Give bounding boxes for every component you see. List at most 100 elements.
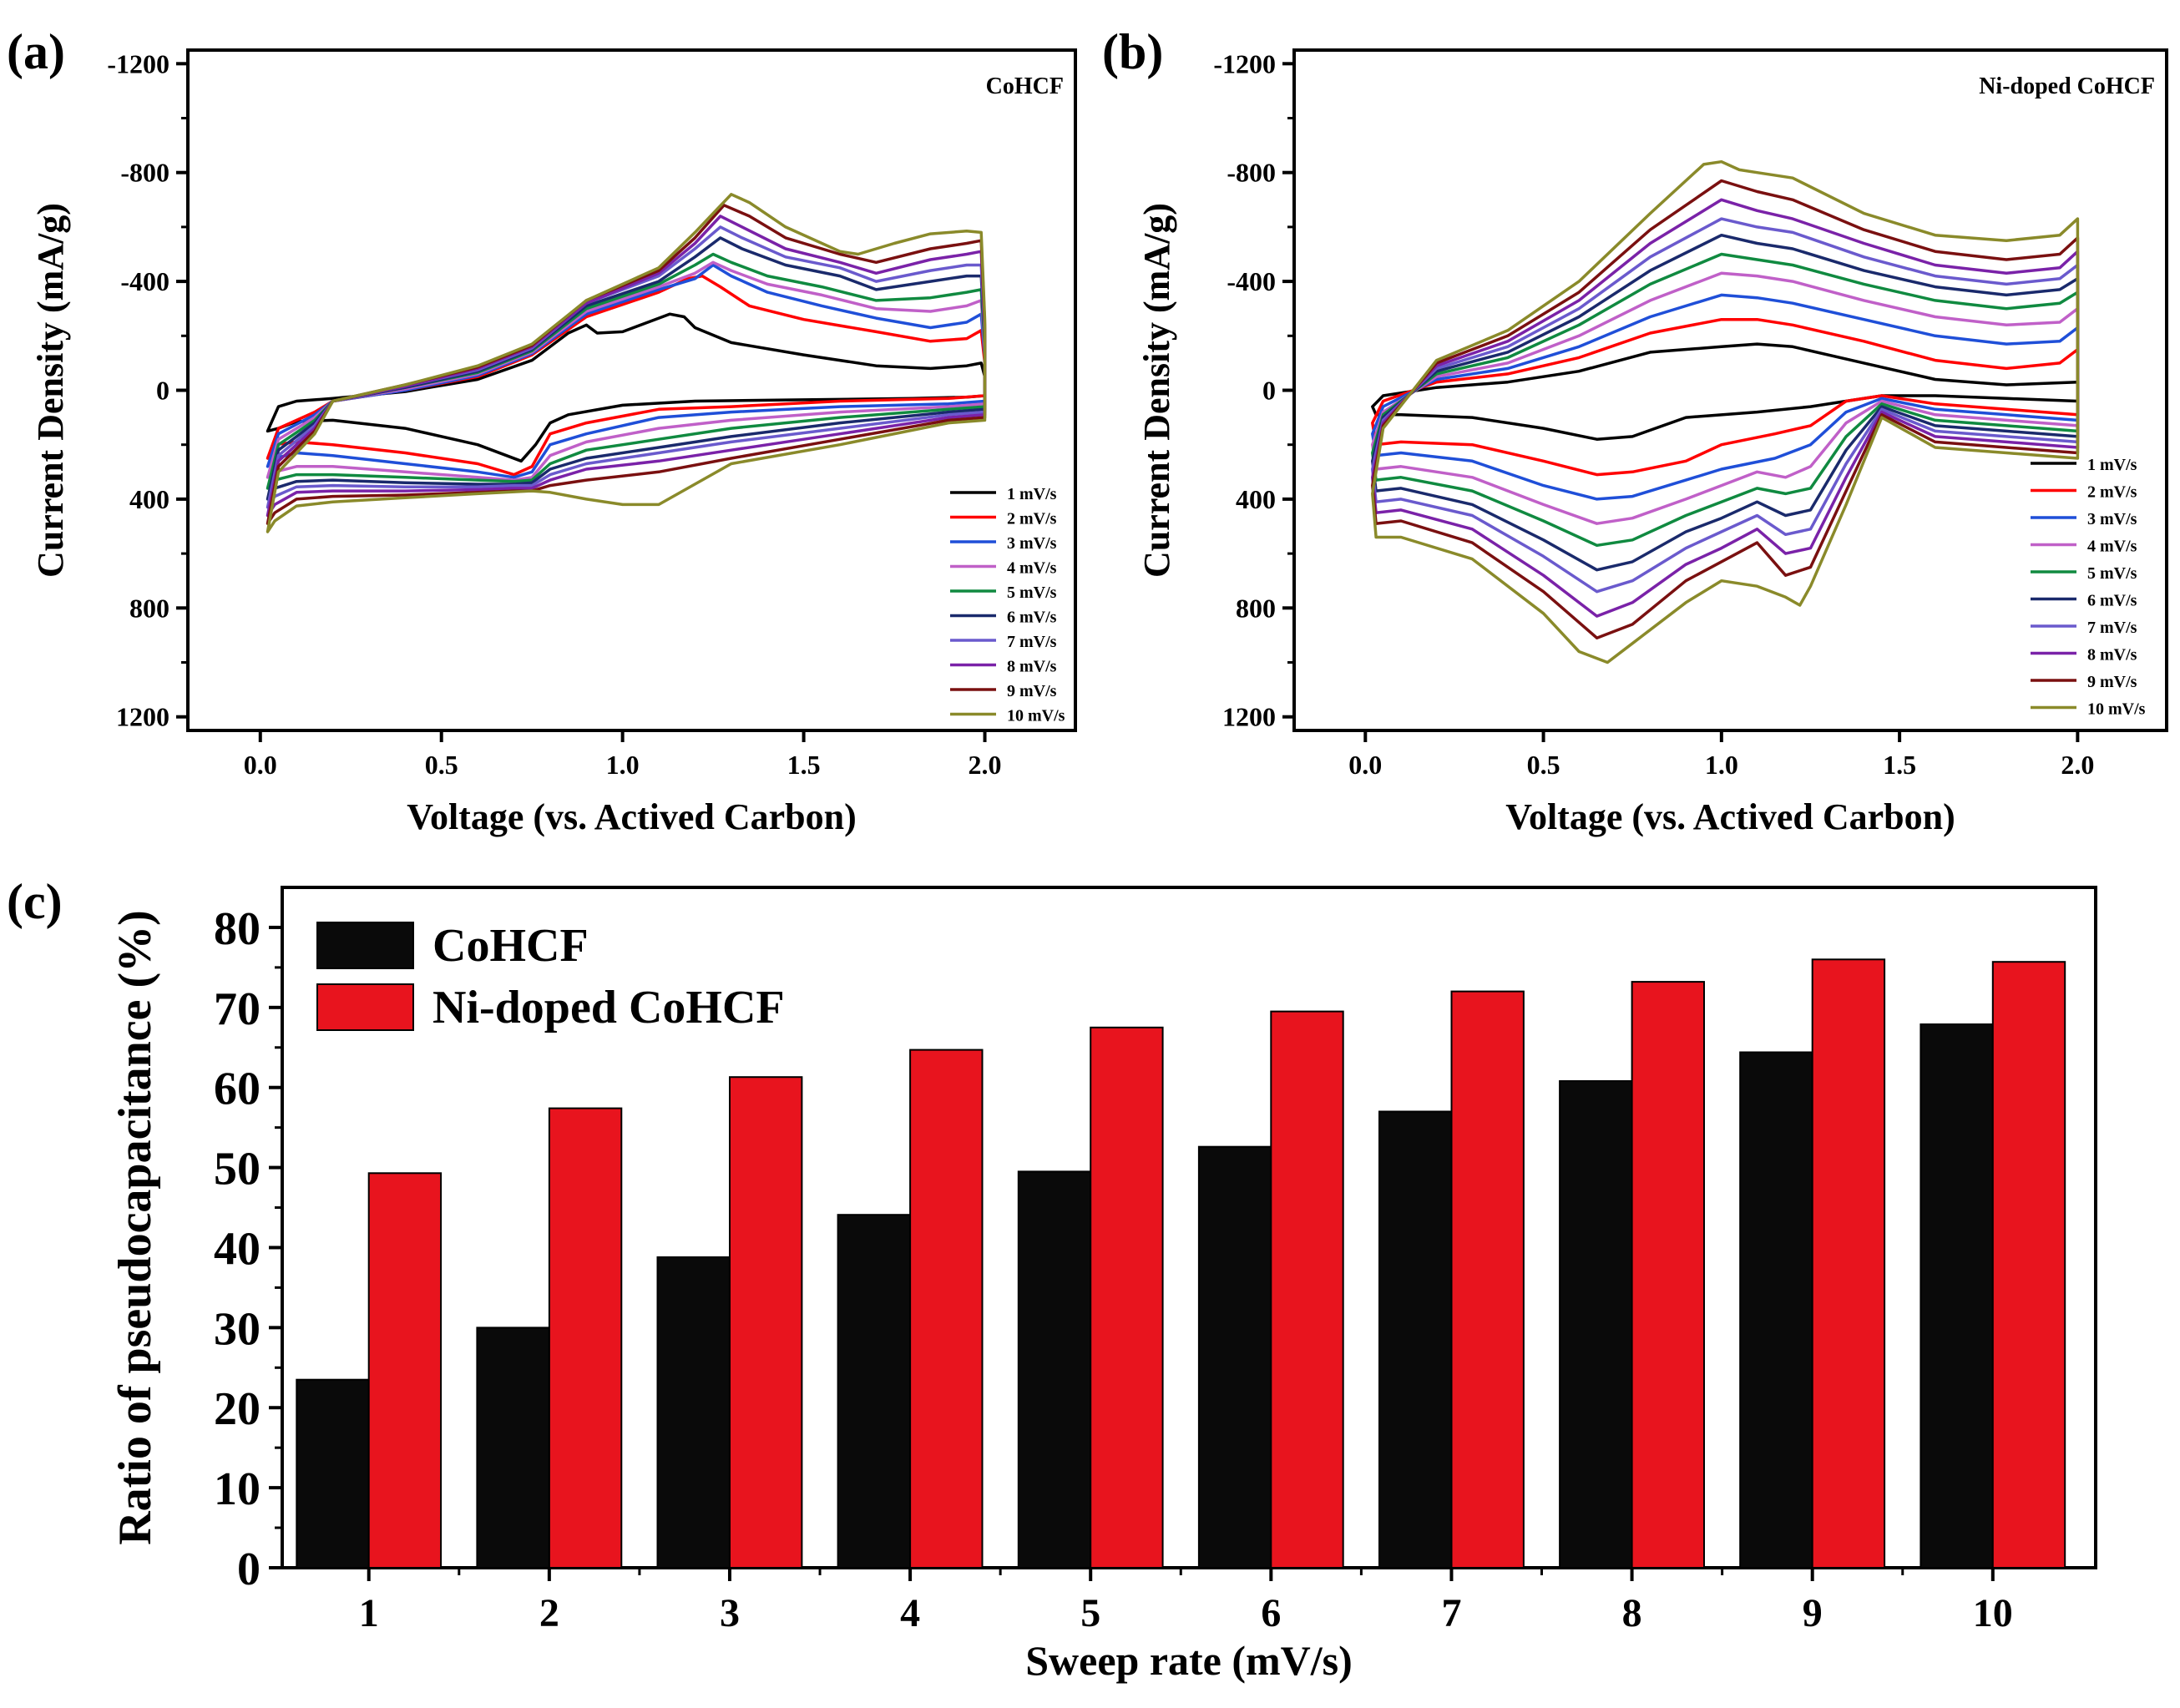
x-tick-label: 9 [1803,1591,1823,1635]
legend-label: 6 mV/s [1007,609,1057,627]
y-tick-label: 1200 [116,702,169,732]
bar-cohcf-1 [296,1378,370,1569]
cv-chart-cohcf: 0.0 0.5 1.0 1.5 2.0 -1200 -800 -400 0 400 800 1200 V… [30,48,1077,837]
chart-title: Ni-doped CoHCF [1979,73,2155,99]
legend-label: 5 mV/s [1007,584,1057,602]
bar-cohcf-8 [1559,1080,1633,1569]
bar-cohcf-7 [1378,1110,1453,1569]
y-tick-label: -1200 [1213,48,1276,78]
y-tick-label: 20 [214,1383,260,1435]
x-tick-label: 8 [1622,1591,1642,1635]
x-tick-label: 5 [1080,1591,1100,1635]
legend-swatch [316,983,414,1031]
x-tick-label: 7 [1441,1591,1461,1635]
y-axis-label: Current Density (mA/g) [1136,203,1177,578]
bar-cohcf-9 [1739,1051,1813,1569]
legend-label: 5 mV/s [2087,564,2137,583]
cv-curve-1-mvs [266,312,987,463]
legend-label: 4 mV/s [1007,559,1057,578]
x-tick-label: 1.0 [1705,750,1738,780]
panel-c-label: (c) [7,874,63,929]
legend-label: 1 mV/s [2087,456,2137,474]
y-tick-label: 30 [214,1303,260,1355]
y-tick-label: 1200 [1222,702,1276,732]
y-tick-label: 70 [214,983,260,1035]
y-tick-label: -800 [1227,158,1276,188]
legend-label: 9 mV/s [2087,673,2137,691]
chart-title: CoHCF [986,73,1064,99]
legend-label: CoHCF [432,920,589,972]
y-tick-label: 60 [214,1064,260,1115]
bar-chart-pseudocapacitance: 0 10 20 30 40 50 60 70 80 1 2 3 4 5 6 7 8 9 10 Sweep rate (… [109,886,2097,1684]
legend-label: 10 mV/s [2087,700,2146,719]
y-tick-label: 50 [214,1144,260,1195]
x-axis-label: Sweep rate (mV/s) [1025,1637,1353,1684]
bar-ni-doped-2 [548,1107,623,1569]
legend-label: 2 mV/s [1007,510,1057,528]
legend-label: 9 mV/s [1007,682,1057,700]
y-tick-label: 0 [237,1544,260,1595]
legend-label: 8 mV/s [1007,658,1057,676]
x-tick-label: 0.0 [244,750,277,780]
plot-frame [186,48,1077,732]
x-tick-label: 1.5 [1883,750,1916,780]
x-tick-label: 1.0 [606,750,640,780]
y-tick-label: 400 [1236,484,1276,514]
bar-ni-doped-1 [367,1172,443,1569]
x-tick-label: 6 [1261,1591,1281,1635]
bar-ni-doped-10 [1991,961,2066,1569]
legend-label: 10 mV/s [1007,707,1065,725]
bar-ni-doped-7 [1450,990,1525,1569]
legend-label: 4 mV/s [2087,538,2137,556]
panel-a-label: (a) [7,24,65,79]
cv-curve-8-mvs [1371,198,2080,618]
y-axis-label: Current Density (mA/g) [30,203,71,578]
cv-curve-2-mvs [1371,317,2080,477]
cv-curve-6-mvs [1371,233,2080,572]
x-tick-label: 4 [900,1591,920,1635]
x-tick-label: 2.0 [2061,750,2094,780]
bar-cohcf-2 [476,1326,550,1569]
legend-label: 1 mV/s [1007,485,1057,503]
bar-cohcf-10 [1920,1023,1994,1569]
bar-cohcf-6 [1197,1145,1272,1569]
cv-curve-10-mvs [266,193,987,533]
legend-label: 3 mV/s [1007,534,1057,553]
bar-ni-doped-9 [1811,958,1886,1569]
bar-ni-doped-3 [729,1076,803,1569]
x-tick-label: 2.0 [969,750,1002,780]
y-tick-label: 400 [129,484,169,514]
bar-cohcf-3 [656,1256,731,1569]
y-tick-label: 0 [1262,376,1276,406]
x-tick-label: 3 [720,1591,740,1635]
legend-label: 2 mV/s [2087,483,2137,502]
legend-label: 8 mV/s [2087,646,2137,665]
x-tick-label: 0.5 [1527,750,1560,780]
y-tick-label: 800 [1236,593,1276,623]
legend-label: 7 mV/s [1007,633,1057,651]
bar-ni-doped-5 [1090,1026,1164,1569]
y-tick-label: -400 [1227,266,1276,296]
bar-ni-doped-8 [1631,981,1705,1569]
y-tick-label: -400 [120,266,169,296]
x-axis-label: Voltage (vs. Actived Carbon) [1505,796,1955,837]
panel-b-label: (b) [1102,24,1163,79]
y-tick-label: 40 [214,1223,260,1275]
cv-curve-9-mvs [1371,179,2080,639]
cv-curve-4-mvs [1371,271,2080,525]
y-tick-label: 0 [156,376,169,406]
legend-label: 7 mV/s [2087,619,2137,637]
bar-ni-doped-6 [1270,1010,1344,1569]
y-tick-label: -800 [120,158,169,188]
cv-curve-7-mvs [1371,217,2080,594]
y-tick-label: 80 [214,903,260,955]
x-tick-label: 2 [539,1591,559,1635]
x-tick-label: 10 [1973,1591,2013,1635]
x-axis-label: Voltage (vs. Actived Carbon) [407,796,857,837]
x-tick-label: 0.5 [425,750,458,780]
x-tick-label: 1 [359,1591,379,1635]
cv-curve-5-mvs [1371,252,2080,548]
plot-frame [281,886,2097,1569]
y-tick-label: -1200 [107,48,169,78]
